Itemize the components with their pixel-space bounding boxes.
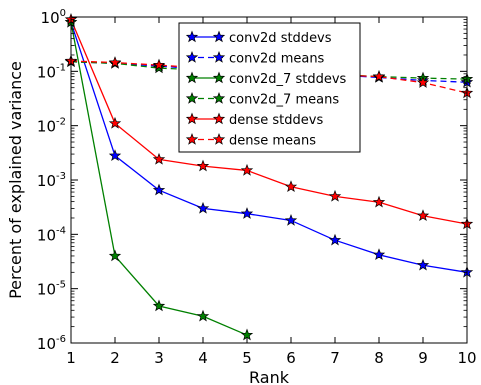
- x-tick-label-0: 1: [66, 349, 76, 367]
- x-tick-label-4: 5: [242, 349, 252, 367]
- y-tick-label-1: 10-5: [37, 280, 66, 299]
- legend-label-5: dense means: [229, 134, 316, 149]
- x-tick-label-6: 7: [330, 349, 340, 367]
- x-tick-label-7: 8: [374, 349, 384, 367]
- y-tick-label-5: 10-1: [37, 62, 66, 81]
- x-tick-label-2: 3: [154, 349, 164, 367]
- y-tick-label-4: 10-2: [37, 117, 66, 136]
- y-tick-label-6: 100: [41, 8, 66, 27]
- y-tick-label-3: 10-3: [37, 171, 66, 190]
- legend-label-3: conv2d_7 means: [229, 93, 339, 108]
- legend-label-4: dense stddevs: [229, 113, 323, 128]
- legend-label-0: conv2d stddevs: [229, 31, 332, 46]
- x-axis-label: Rank: [249, 368, 290, 385]
- x-tick-label-9: 10: [457, 349, 476, 367]
- x-tick-label-3: 4: [198, 349, 208, 367]
- legend-label-1: conv2d means: [229, 52, 325, 67]
- legend: conv2d stddevs conv2d means conv2d_7 stdde…: [179, 23, 360, 152]
- legend-label-2: conv2d_7 stddevs: [229, 72, 347, 87]
- x-tick-label-5: 6: [286, 349, 296, 367]
- y-axis-label: Percent of explained variance: [6, 61, 25, 299]
- y-tick-label-2: 10-4: [37, 225, 66, 244]
- y-tick-label-0: 10-6: [37, 334, 66, 353]
- x-tick-label-8: 9: [418, 349, 428, 367]
- x-tick-label-1: 2: [110, 349, 120, 367]
